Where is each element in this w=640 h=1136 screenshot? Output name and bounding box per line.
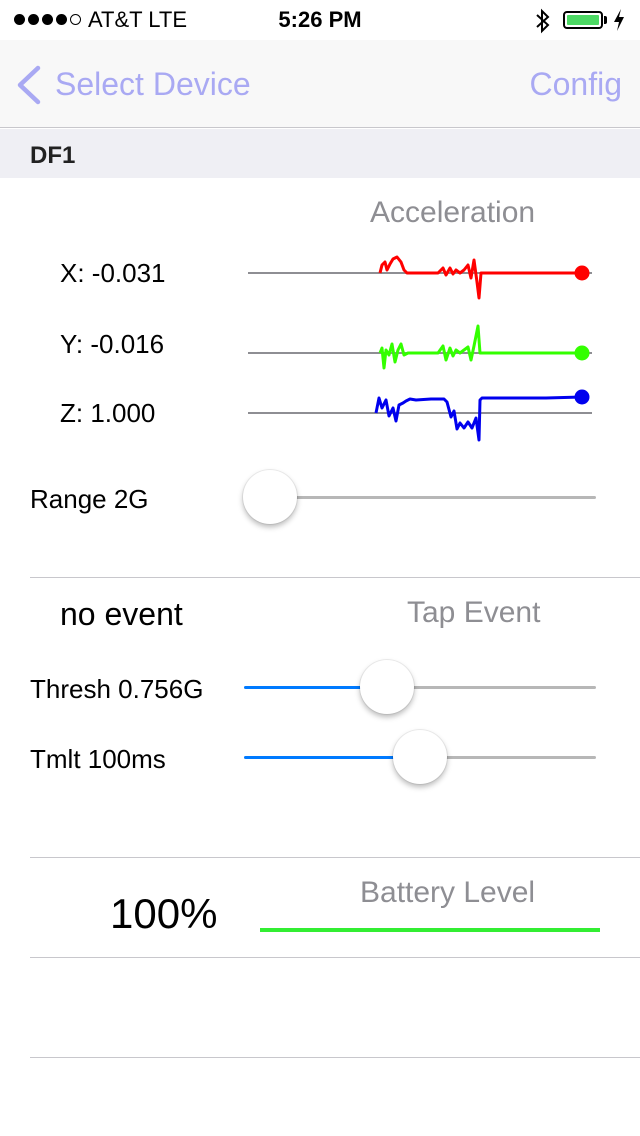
chevron-left-icon[interactable] xyxy=(14,64,44,106)
accel-y-trace xyxy=(378,324,582,370)
accel-z-value: Z: 1.000 xyxy=(60,398,156,428)
accel-y-marker xyxy=(574,345,590,361)
charging-bolt-icon xyxy=(614,9,624,31)
divider xyxy=(30,957,640,958)
range-slider-thumb[interactable] xyxy=(243,470,297,524)
divider xyxy=(30,1057,640,1058)
battery-icon xyxy=(563,11,603,29)
battery-level-fill xyxy=(260,928,600,932)
range-label: Range 2G xyxy=(30,484,149,514)
tmlt-slider-fill[interactable] xyxy=(244,756,420,759)
tmlt-label: Tmlt 100ms xyxy=(30,744,166,774)
accel-y-value: Y: -0.016 xyxy=(60,329,165,359)
battery-level-title: Battery Level xyxy=(360,876,536,909)
thresh-slider-thumb[interactable] xyxy=(360,660,414,714)
acceleration-graph xyxy=(248,255,592,442)
bluetooth-icon xyxy=(536,8,550,34)
accel-x-trace xyxy=(378,255,582,300)
battery-level-value: 100% xyxy=(110,890,218,937)
signal-strength-icon xyxy=(14,14,81,25)
config-button[interactable]: Config xyxy=(529,66,623,102)
divider xyxy=(30,577,640,578)
divider xyxy=(30,857,640,858)
battery-level-bar xyxy=(260,928,600,932)
back-button[interactable]: Select Device xyxy=(55,66,251,102)
accel-x-marker xyxy=(574,265,590,281)
battery-tip xyxy=(604,16,607,24)
tap-event-title: Tap Event xyxy=(407,596,541,629)
status-bar: AT&T LTE 5:26 PM xyxy=(0,0,640,40)
navigation-bar xyxy=(0,40,640,128)
carrier-label: AT&T LTE xyxy=(88,7,188,32)
device-name: DF1 xyxy=(30,142,76,169)
thresh-slider-fill[interactable] xyxy=(244,686,387,689)
acceleration-title: Acceleration xyxy=(370,196,536,229)
status-time: 5:26 PM xyxy=(278,7,362,32)
thresh-slider-track[interactable] xyxy=(387,686,596,689)
tap-event-status: no event xyxy=(60,596,183,632)
section-header xyxy=(0,129,640,178)
range-slider-track[interactable] xyxy=(270,496,596,499)
thresh-label: Thresh 0.756G xyxy=(30,674,204,704)
tmlt-slider-track[interactable] xyxy=(420,756,596,759)
tmlt-slider-thumb[interactable] xyxy=(393,730,447,784)
accel-x-value: X: -0.031 xyxy=(60,258,166,288)
accel-z-trace xyxy=(374,395,583,442)
accel-z-marker xyxy=(574,389,590,405)
